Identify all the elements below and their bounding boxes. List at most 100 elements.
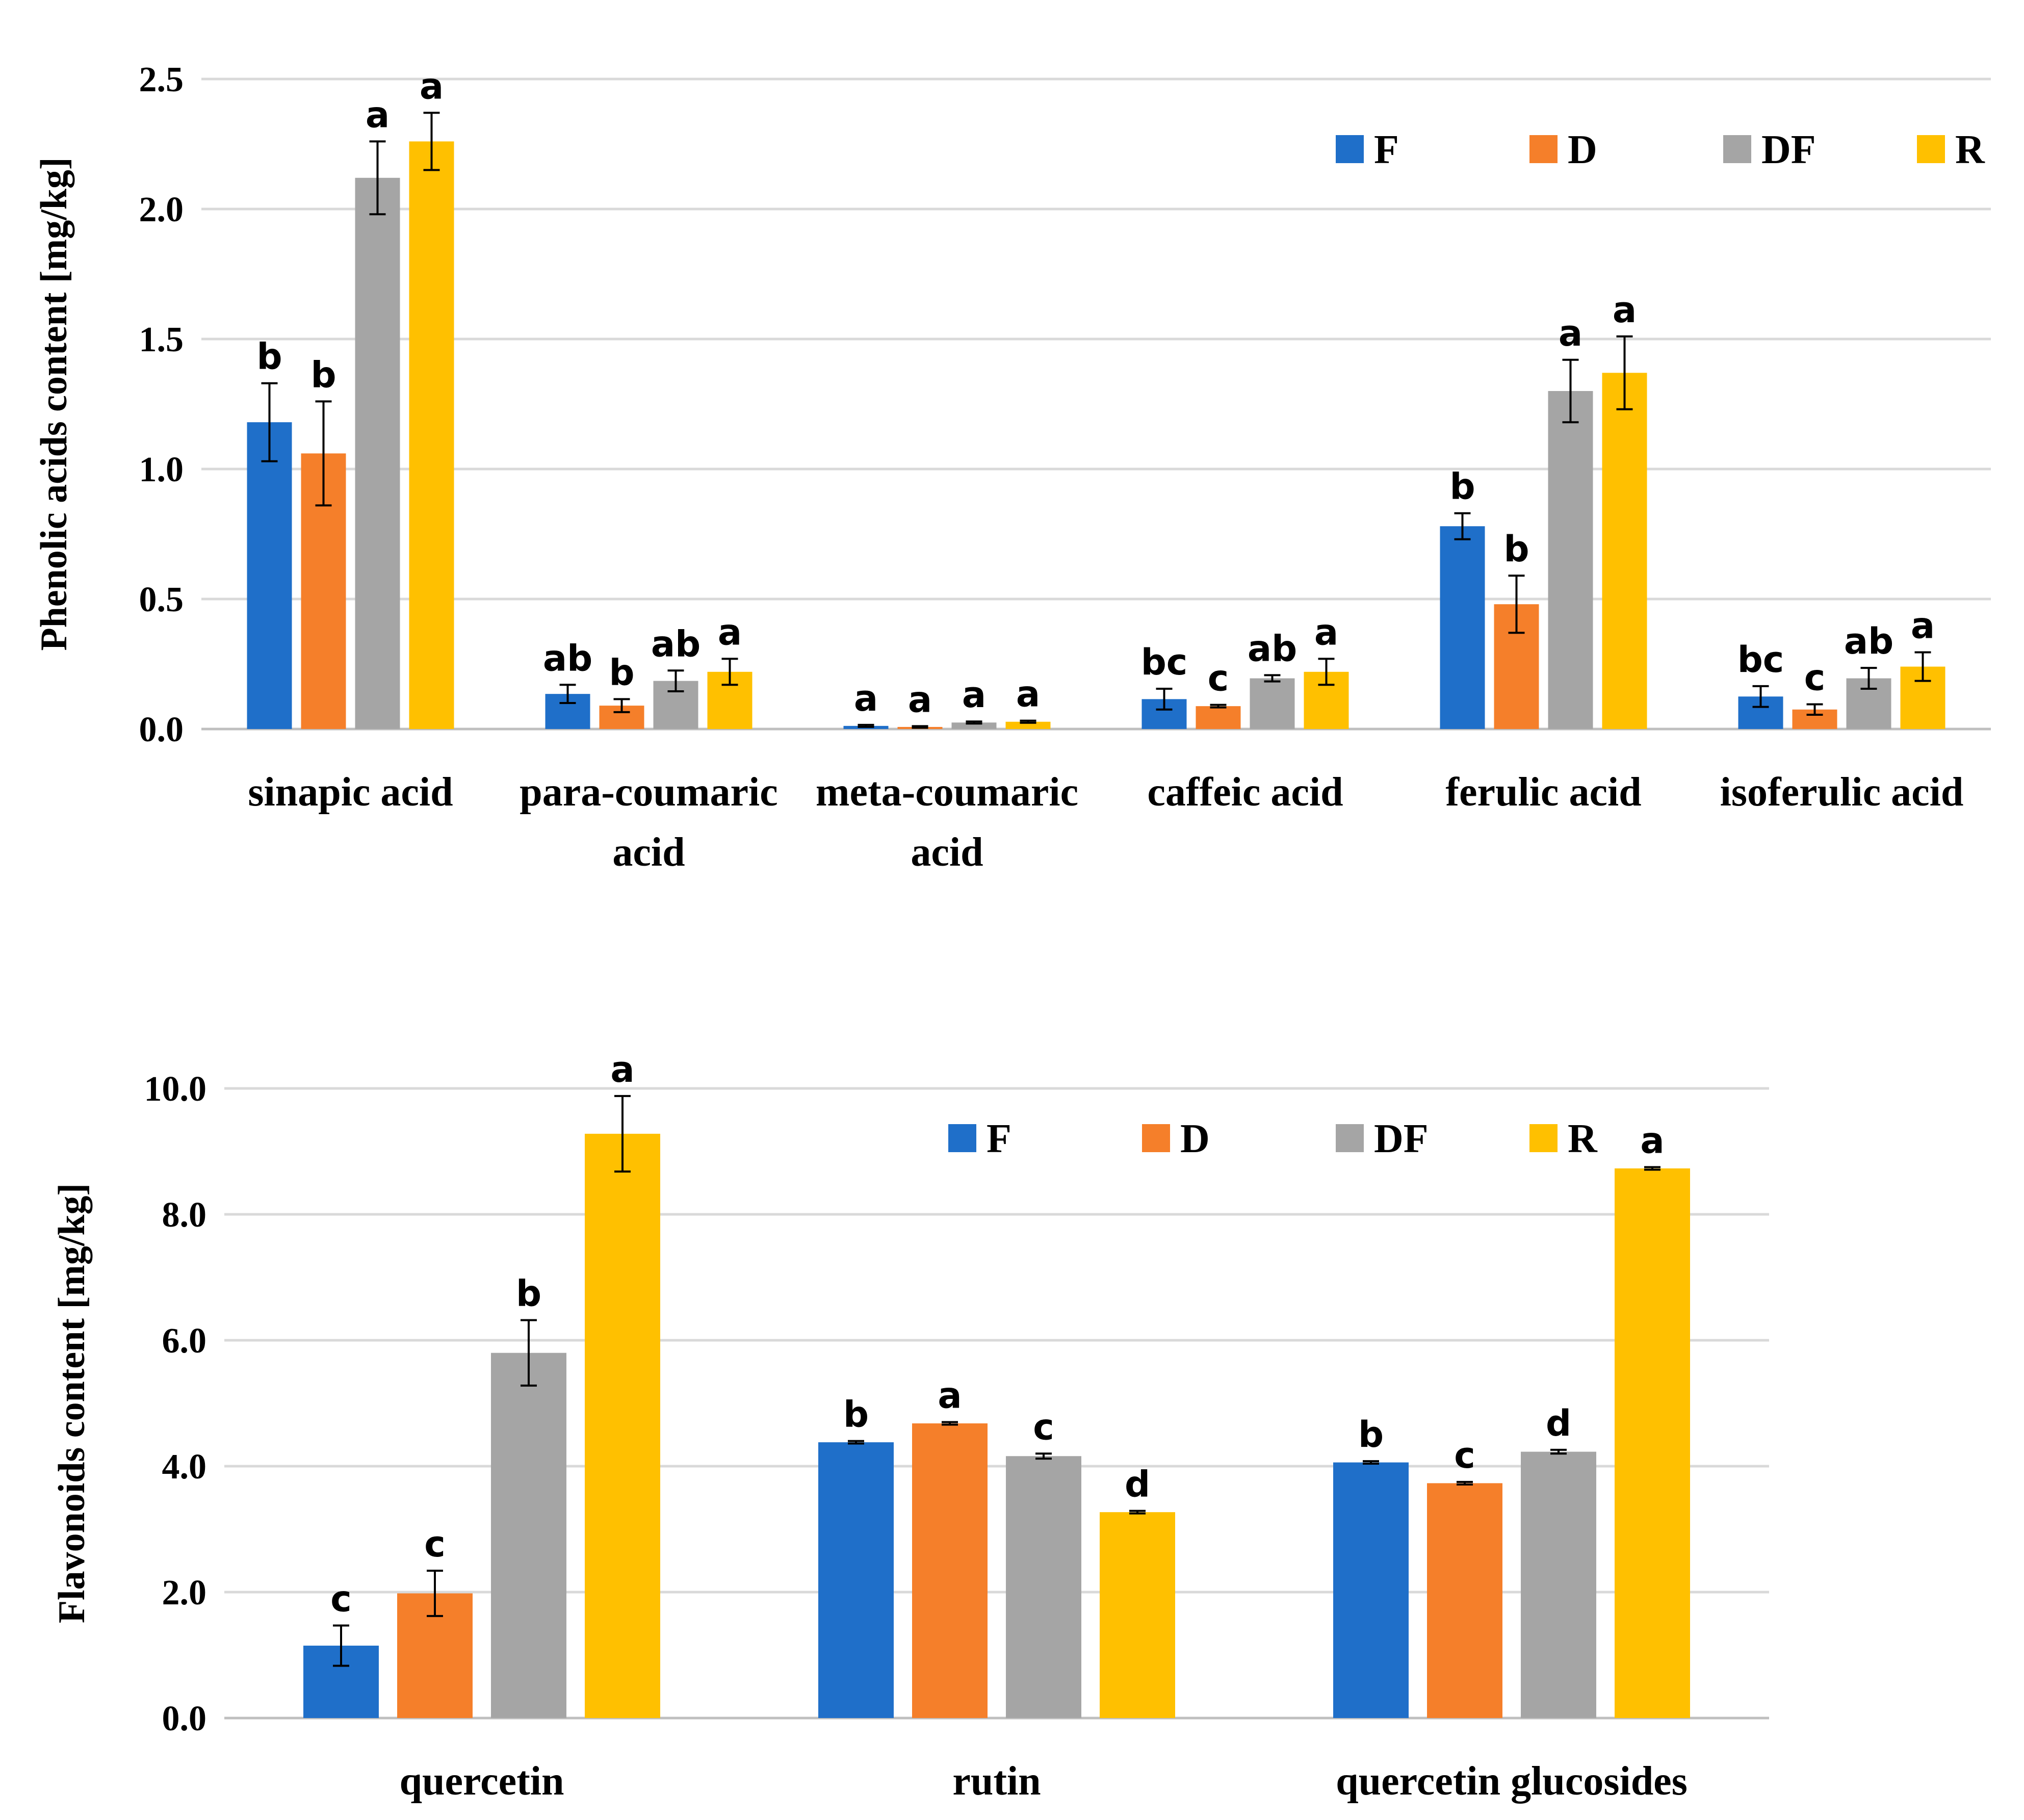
legend-swatch-f	[1336, 135, 1364, 163]
y-tick-label: 2.0	[139, 190, 184, 229]
significance-label: c	[330, 1578, 352, 1620]
x-tick-label: acid	[911, 830, 983, 875]
significance-label: ab	[651, 623, 700, 665]
significance-label: a	[962, 674, 986, 716]
x-tick-label: isoferulic acid	[1720, 770, 1964, 815]
significance-label: ab	[1248, 628, 1297, 669]
y-tick-label: 2.0	[162, 1573, 207, 1613]
significance-label: c	[1208, 658, 1229, 699]
significance-label: c	[1033, 1406, 1054, 1448]
bar-r	[585, 1133, 660, 1718]
x-tick-label: ferulic acid	[1445, 770, 1641, 815]
bar-df	[491, 1353, 566, 1718]
bar-f	[818, 1442, 894, 1718]
significance-label: bc	[1141, 641, 1188, 683]
y-tick-label: 1.0	[139, 450, 184, 489]
y-tick-label: 4.0	[162, 1447, 207, 1487]
bar-df	[1006, 1456, 1081, 1718]
legend-swatch-d	[1529, 135, 1558, 163]
bar-df	[355, 177, 400, 729]
y-axis-title: Phenolic acids content [mg/kg]	[33, 157, 75, 651]
legend-swatch-df	[1723, 135, 1751, 163]
significance-label: a	[1613, 289, 1637, 331]
significance-label: a	[1640, 1120, 1664, 1161]
significance-label: b	[1503, 528, 1529, 570]
y-tick-label: 10.0	[144, 1070, 207, 1109]
bar-df	[1521, 1451, 1596, 1718]
legend-label-df: DF	[1374, 1116, 1429, 1161]
x-tick-label: quercetin glucosides	[1336, 1759, 1688, 1804]
significance-label: a	[718, 611, 742, 653]
bar-d	[912, 1423, 988, 1718]
significance-label: b	[256, 336, 282, 378]
y-tick-label: 0.0	[162, 1699, 207, 1738]
significance-label: a	[854, 678, 878, 719]
significance-label: a	[1016, 673, 1040, 715]
significance-label: ab	[1844, 620, 1893, 662]
bar-f	[1333, 1462, 1409, 1718]
significance-label: b	[1358, 1414, 1384, 1455]
legend-swatch-r	[1529, 1124, 1558, 1152]
legend-swatch-df	[1336, 1124, 1364, 1152]
significance-label: a	[420, 65, 444, 107]
legend-label-f: F	[987, 1116, 1011, 1161]
bar-r	[1602, 373, 1647, 729]
legend-label-d: D	[1180, 1116, 1210, 1161]
significance-label: a	[1559, 313, 1582, 354]
significance-label: b	[1449, 466, 1475, 508]
x-tick-label: rutin	[952, 1759, 1041, 1804]
legend-label-r: R	[1955, 127, 1985, 172]
legend-label-f: F	[1374, 127, 1399, 172]
x-tick-label: sinapic acid	[248, 770, 453, 815]
significance-label: d	[1546, 1402, 1571, 1444]
phenolic-acids-chart: 0.0 0.5 1.0 1.5 2.0 2.5 Phenolic acids content…	[33, 60, 1991, 875]
bar-r	[1005, 721, 1051, 729]
significance-label: a	[610, 1049, 634, 1090]
bar-r	[409, 141, 454, 729]
significance-label: b	[310, 354, 336, 396]
x-tick-label: caffeic acid	[1147, 770, 1343, 815]
bar-df	[951, 722, 997, 729]
bar-df	[1250, 678, 1295, 729]
significance-label: bc	[1737, 639, 1784, 681]
y-tick-label: 0.0	[139, 710, 184, 749]
y-axis-title: Flavonoids content [mg/kg]	[51, 1183, 93, 1623]
y-tick-label: 6.0	[162, 1321, 207, 1361]
legend-swatch-d	[1142, 1124, 1170, 1152]
x-tick-label: para-coumaric	[520, 770, 778, 815]
x-tick-label: quercetin	[400, 1759, 564, 1804]
bar-df	[1548, 391, 1593, 729]
significance-label: a	[366, 94, 390, 136]
bar-r	[1615, 1168, 1690, 1718]
significance-label: d	[1125, 1464, 1150, 1505]
significance-label: a	[938, 1375, 962, 1417]
bar-f	[247, 422, 292, 729]
significance-label: b	[609, 652, 634, 693]
legend-label-r: R	[1568, 1116, 1598, 1161]
significance-label: a	[1314, 611, 1338, 653]
significance-label: b	[843, 1394, 869, 1436]
y-tick-label: 1.5	[139, 320, 184, 359]
legend-swatch-f	[948, 1124, 976, 1152]
significance-label: c	[1454, 1435, 1475, 1476]
significance-label: a	[908, 679, 932, 720]
flavonoids-chart: 0.0 2.0 4.0 6.0 8.0 10.0 Flavonoids content [m…	[51, 1049, 1769, 1804]
significance-label: a	[1911, 605, 1935, 647]
significance-label: ab	[543, 637, 592, 679]
significance-label: c	[1804, 657, 1826, 699]
legend-label-d: D	[1568, 127, 1597, 172]
legend-label-df: DF	[1761, 127, 1816, 172]
y-tick-label: 0.5	[139, 580, 184, 619]
significance-label: c	[424, 1523, 446, 1565]
x-tick-label: acid	[612, 830, 685, 875]
legend-swatch-r	[1917, 135, 1945, 163]
x-tick-label: meta-coumaric	[816, 770, 1078, 815]
significance-label: b	[516, 1272, 541, 1314]
bar-f	[1440, 526, 1485, 729]
bar-r	[1100, 1512, 1175, 1718]
y-tick-label: 8.0	[162, 1195, 207, 1235]
y-tick-label: 2.5	[139, 60, 184, 99]
bar-d	[1196, 706, 1241, 729]
bar-d	[1427, 1483, 1502, 1718]
